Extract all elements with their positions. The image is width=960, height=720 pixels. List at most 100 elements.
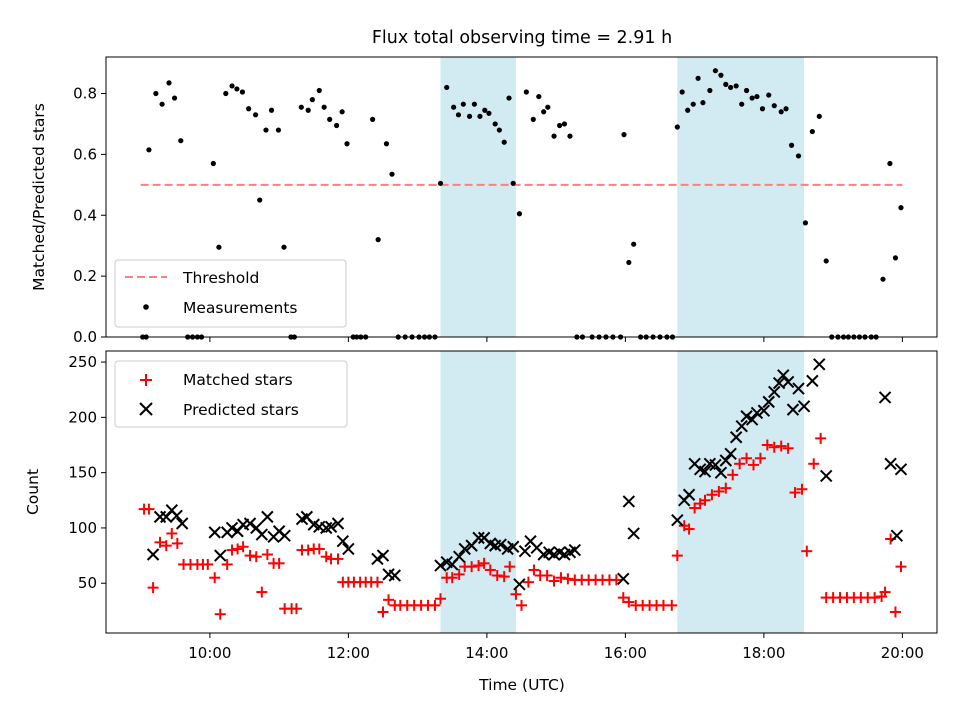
x-axis-label: Time (UTC) [478,676,565,694]
matched-stars-point [808,458,820,470]
measurements-point [754,93,760,100]
measurements-point [783,106,789,112]
matched-stars-point [689,502,701,514]
measurements-point [466,113,473,119]
predicted-stars-point [762,395,775,409]
measurements-point [455,112,462,118]
measurements-point [477,113,483,119]
predicted-stars-point [568,543,582,557]
predicted-stars-point [813,358,826,371]
measurements-point [216,244,222,250]
x-tick-label: 16:00 [604,644,647,662]
predicted-stars-point [878,391,892,404]
measurements-point [728,84,734,91]
measurements-point [492,121,498,127]
measurements-point [631,241,637,247]
x-tick-label: 10:00 [188,644,231,662]
matched-stars-point [453,568,465,580]
predicted-stars-point [243,517,257,530]
matched-stars-point [171,537,183,549]
matched-stars-point [209,572,221,584]
predicted-stars-point [506,540,520,553]
matched-stars-point [302,544,314,556]
legend-threshold-label: Threshold [182,269,259,287]
predicted-stars-point [735,419,748,433]
predicted-stars-point [740,410,753,423]
measurements-point [712,68,719,74]
measurements-point [210,160,216,167]
ratio-y-axis-label: Matched/Predicted stars [30,103,48,291]
predicted-stars-point [617,572,630,586]
matched-stars-point [446,572,458,584]
y-tick-label: 50 [78,574,97,592]
matched-stars-point [434,593,446,605]
measurements-point [759,106,766,112]
predicted-stars-point [786,403,800,416]
legend-predicted-label: Predicted stars [183,401,299,419]
matched-stars-point [801,545,813,557]
matched-stars-point [232,543,244,555]
matched-stars-point [699,494,711,506]
matched-stars-point [221,558,233,570]
measurements-point [171,95,178,101]
matched-stars-point [504,561,516,573]
matched-stars-point [377,606,389,618]
measurements-point [437,180,444,186]
measurements-point [733,83,739,89]
measurements-point [723,81,729,87]
predicted-stars-point [175,517,189,530]
measurements-point [892,255,899,261]
matched-stars-point [683,523,695,535]
predicted-stars-point [698,465,712,478]
matched-stars-point [371,576,383,588]
measurements-point [486,110,492,116]
matched-stars-point [143,503,155,515]
predicted-stars-point [627,527,640,540]
predicted-stars-point [714,466,728,479]
x-tick-label: 20:00 [881,644,924,662]
measurements-point [778,109,784,115]
predicted-stars-point [324,520,338,534]
matched-stars-point [383,594,395,606]
measurements-point [305,107,311,113]
matched-stars-point [166,527,178,539]
measurements-point [626,259,632,266]
measurements-point [695,75,701,81]
measurements-point [383,141,390,147]
predicted-stars-point [452,550,466,563]
matched-stars-point [226,544,238,556]
predicted-stars-point [278,529,291,542]
measurements-point [309,97,315,103]
measurements-point [556,122,563,129]
matched-stars-point [741,452,753,464]
measurements-point [178,138,184,144]
matched-stars-point [541,569,553,581]
predicted-stars-point [472,531,485,545]
matched-stars-point [528,564,540,576]
predicted-stars-point [214,549,227,562]
predicted-stars-point [709,458,722,472]
legend-matched-label: Matched stars [183,371,293,389]
legend-predicted-swatch [139,402,153,416]
predicted-stars-point [745,413,759,426]
measurements-point [263,127,269,133]
chart-title: Flux total observing time = 2.91 h [372,28,672,48]
measurements-point [339,109,345,115]
matched-stars-point [498,571,510,583]
matched-stars-point [796,483,808,495]
matched-stars-point [775,440,787,452]
measurements-point [375,237,381,243]
matched-stars-point [237,541,249,553]
predicted-stars-point [768,385,781,399]
predicted-stars-point [208,526,221,539]
y-tick-label: 100 [68,519,97,537]
matched-stars-point [671,550,683,562]
predicted-stars-point [255,528,269,541]
predicted-stars-point [729,431,743,444]
measurements-point [460,101,466,107]
matched-stars-point [879,586,891,598]
measurements-point [370,116,376,122]
matched-stars-point [754,452,766,464]
observing-window-band [440,57,516,337]
matched-stars-point [761,439,773,451]
